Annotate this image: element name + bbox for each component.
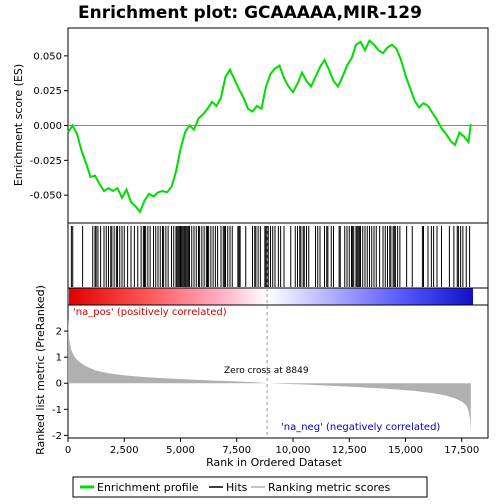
x-tick-label: 10,000 bbox=[276, 445, 311, 456]
zero-cross-label: Zero cross at 8849 bbox=[224, 366, 309, 376]
metric-axis-label: Ranked list metric (PreRanked) bbox=[34, 285, 47, 455]
ranking-heatmap-bar bbox=[69, 288, 473, 305]
neg-correlated-label: 'na_neg' (negatively correlated) bbox=[281, 422, 440, 433]
metric-tick-label: -2 bbox=[52, 431, 62, 442]
metric-tick-label: 2 bbox=[56, 327, 62, 338]
metric-tick-label: 1 bbox=[56, 353, 62, 364]
x-tick-label: 2,500 bbox=[110, 445, 139, 456]
legend-hits-label: Hits bbox=[226, 481, 248, 494]
es-tick-label: -0.050 bbox=[30, 191, 62, 202]
enrichment-profile-line bbox=[67, 38, 472, 214]
x-tick-label: 12,500 bbox=[332, 445, 367, 456]
x-axis: 0 2,500 5,000 7,500 10,000 12,500 15,000 17,500 bbox=[65, 438, 479, 456]
x-tick-label: 0 bbox=[65, 445, 71, 456]
es-tick-label: 0.025 bbox=[33, 86, 62, 97]
x-tick-label: 7,500 bbox=[222, 445, 251, 456]
x-tick-label: 17,500 bbox=[444, 445, 479, 456]
metric-panel-frame bbox=[67, 304, 489, 439]
legend-box bbox=[72, 476, 428, 498]
es-tick-label: 0.000 bbox=[33, 121, 62, 132]
es-axis: 0.050 0.025 0.000 -0.025 -0.050 bbox=[30, 51, 68, 202]
hits-marks bbox=[70, 226, 471, 287]
pos-correlated-label: 'na_pos' (positively correlated) bbox=[73, 307, 227, 318]
x-axis-label: Rank in Ordered Dataset bbox=[206, 456, 343, 469]
es-axis-label: Enrichment score (ES) bbox=[12, 64, 25, 186]
metric-tick-label: 0 bbox=[56, 379, 62, 390]
metric-tick-label: -1 bbox=[52, 405, 62, 416]
x-tick-label: 5,000 bbox=[166, 445, 195, 456]
x-tick-label: 15,000 bbox=[388, 445, 423, 456]
chart-title: Enrichment plot: GCAAAAA,MIR-129 bbox=[78, 3, 422, 23]
legend-profile-label: Enrichment profile bbox=[97, 481, 199, 494]
legend-metric-label: Ranking metric scores bbox=[268, 481, 390, 494]
metric-axis: 2 1 0 -1 -2 bbox=[52, 327, 68, 442]
es-tick-label: -0.025 bbox=[30, 156, 62, 167]
es-tick-label: 0.050 bbox=[33, 51, 62, 62]
